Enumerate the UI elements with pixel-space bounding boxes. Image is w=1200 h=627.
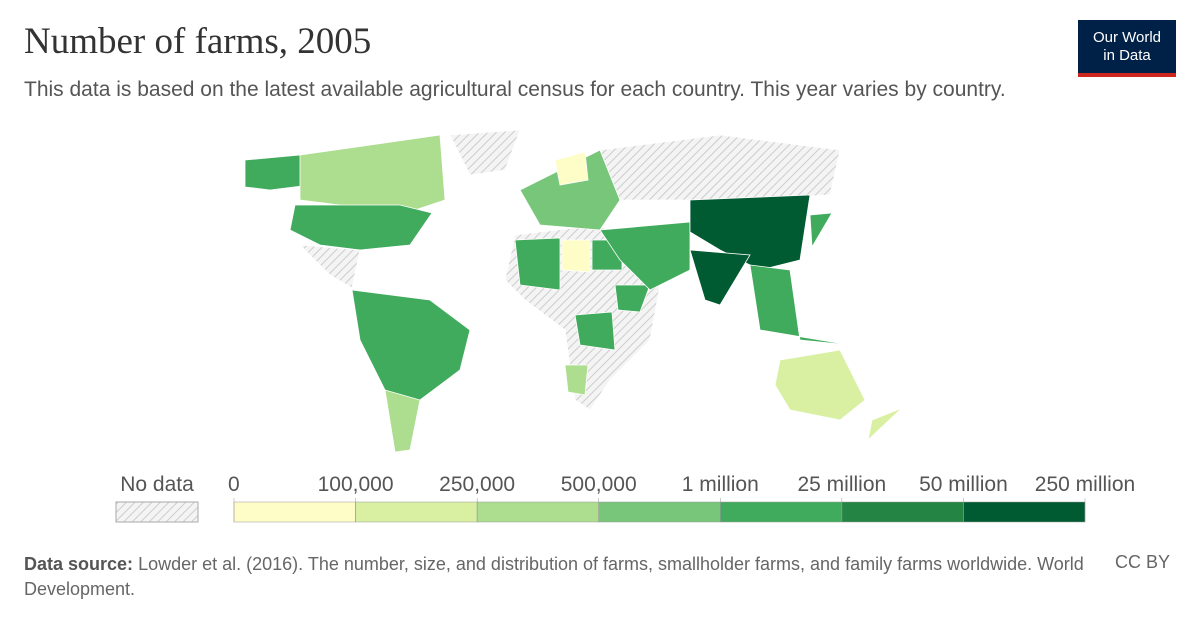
legend: No data 0 100,000 250,000 500,000 1 million 2… bbox=[115, 473, 1135, 523]
country bbox=[298, 244, 361, 289]
logo[interactable]: Our World in Data bbox=[1078, 20, 1176, 77]
source-label: Data source: bbox=[24, 554, 134, 574]
legend-label: 25 million bbox=[797, 473, 886, 496]
country bbox=[384, 389, 421, 453]
country bbox=[289, 204, 433, 251]
legend-swatch bbox=[963, 501, 1086, 523]
source: Data source: Lowder et al. (2016). The n… bbox=[24, 552, 1084, 602]
license: CC BY bbox=[1114, 552, 1170, 572]
legend-swatch bbox=[598, 501, 721, 523]
country bbox=[519, 149, 621, 231]
country bbox=[749, 264, 851, 346]
legend-swatch bbox=[355, 501, 478, 523]
logo-line: Our World bbox=[1092, 29, 1162, 46]
title: Number of farms, 2005 bbox=[24, 21, 372, 62]
legend-label: 250 million bbox=[1035, 473, 1135, 496]
legend-label: 500,000 bbox=[561, 473, 637, 496]
legend-swatch bbox=[476, 501, 599, 523]
no-data-swatch bbox=[115, 501, 199, 523]
country bbox=[564, 364, 589, 396]
source-text: Lowder et al. (2016). The number, size, … bbox=[24, 554, 1084, 599]
country bbox=[809, 212, 833, 249]
legend-swatch bbox=[841, 501, 964, 523]
country bbox=[449, 129, 521, 176]
world-map bbox=[244, 129, 903, 453]
country bbox=[614, 284, 651, 313]
legend-swatch bbox=[233, 501, 356, 523]
country bbox=[867, 407, 903, 442]
country bbox=[689, 249, 751, 306]
country bbox=[561, 239, 591, 273]
country bbox=[774, 349, 866, 421]
country bbox=[599, 221, 691, 291]
legend-label: 250,000 bbox=[439, 473, 515, 496]
legend-swatch bbox=[720, 501, 843, 523]
legend-label: 0 bbox=[228, 473, 240, 496]
country bbox=[574, 311, 616, 351]
country bbox=[554, 151, 589, 186]
country bbox=[299, 134, 446, 216]
legend-label: 1 million bbox=[682, 473, 759, 496]
country bbox=[351, 289, 471, 401]
no-data-label: No data bbox=[120, 473, 194, 496]
legend-label: 50 million bbox=[919, 473, 1008, 496]
country bbox=[244, 154, 311, 191]
country bbox=[599, 134, 841, 201]
legend-label: 100,000 bbox=[318, 473, 394, 496]
logo-line: in Data bbox=[1103, 47, 1151, 64]
country bbox=[514, 237, 561, 291]
subtitle: This data is based on the latest availab… bbox=[24, 78, 1006, 101]
